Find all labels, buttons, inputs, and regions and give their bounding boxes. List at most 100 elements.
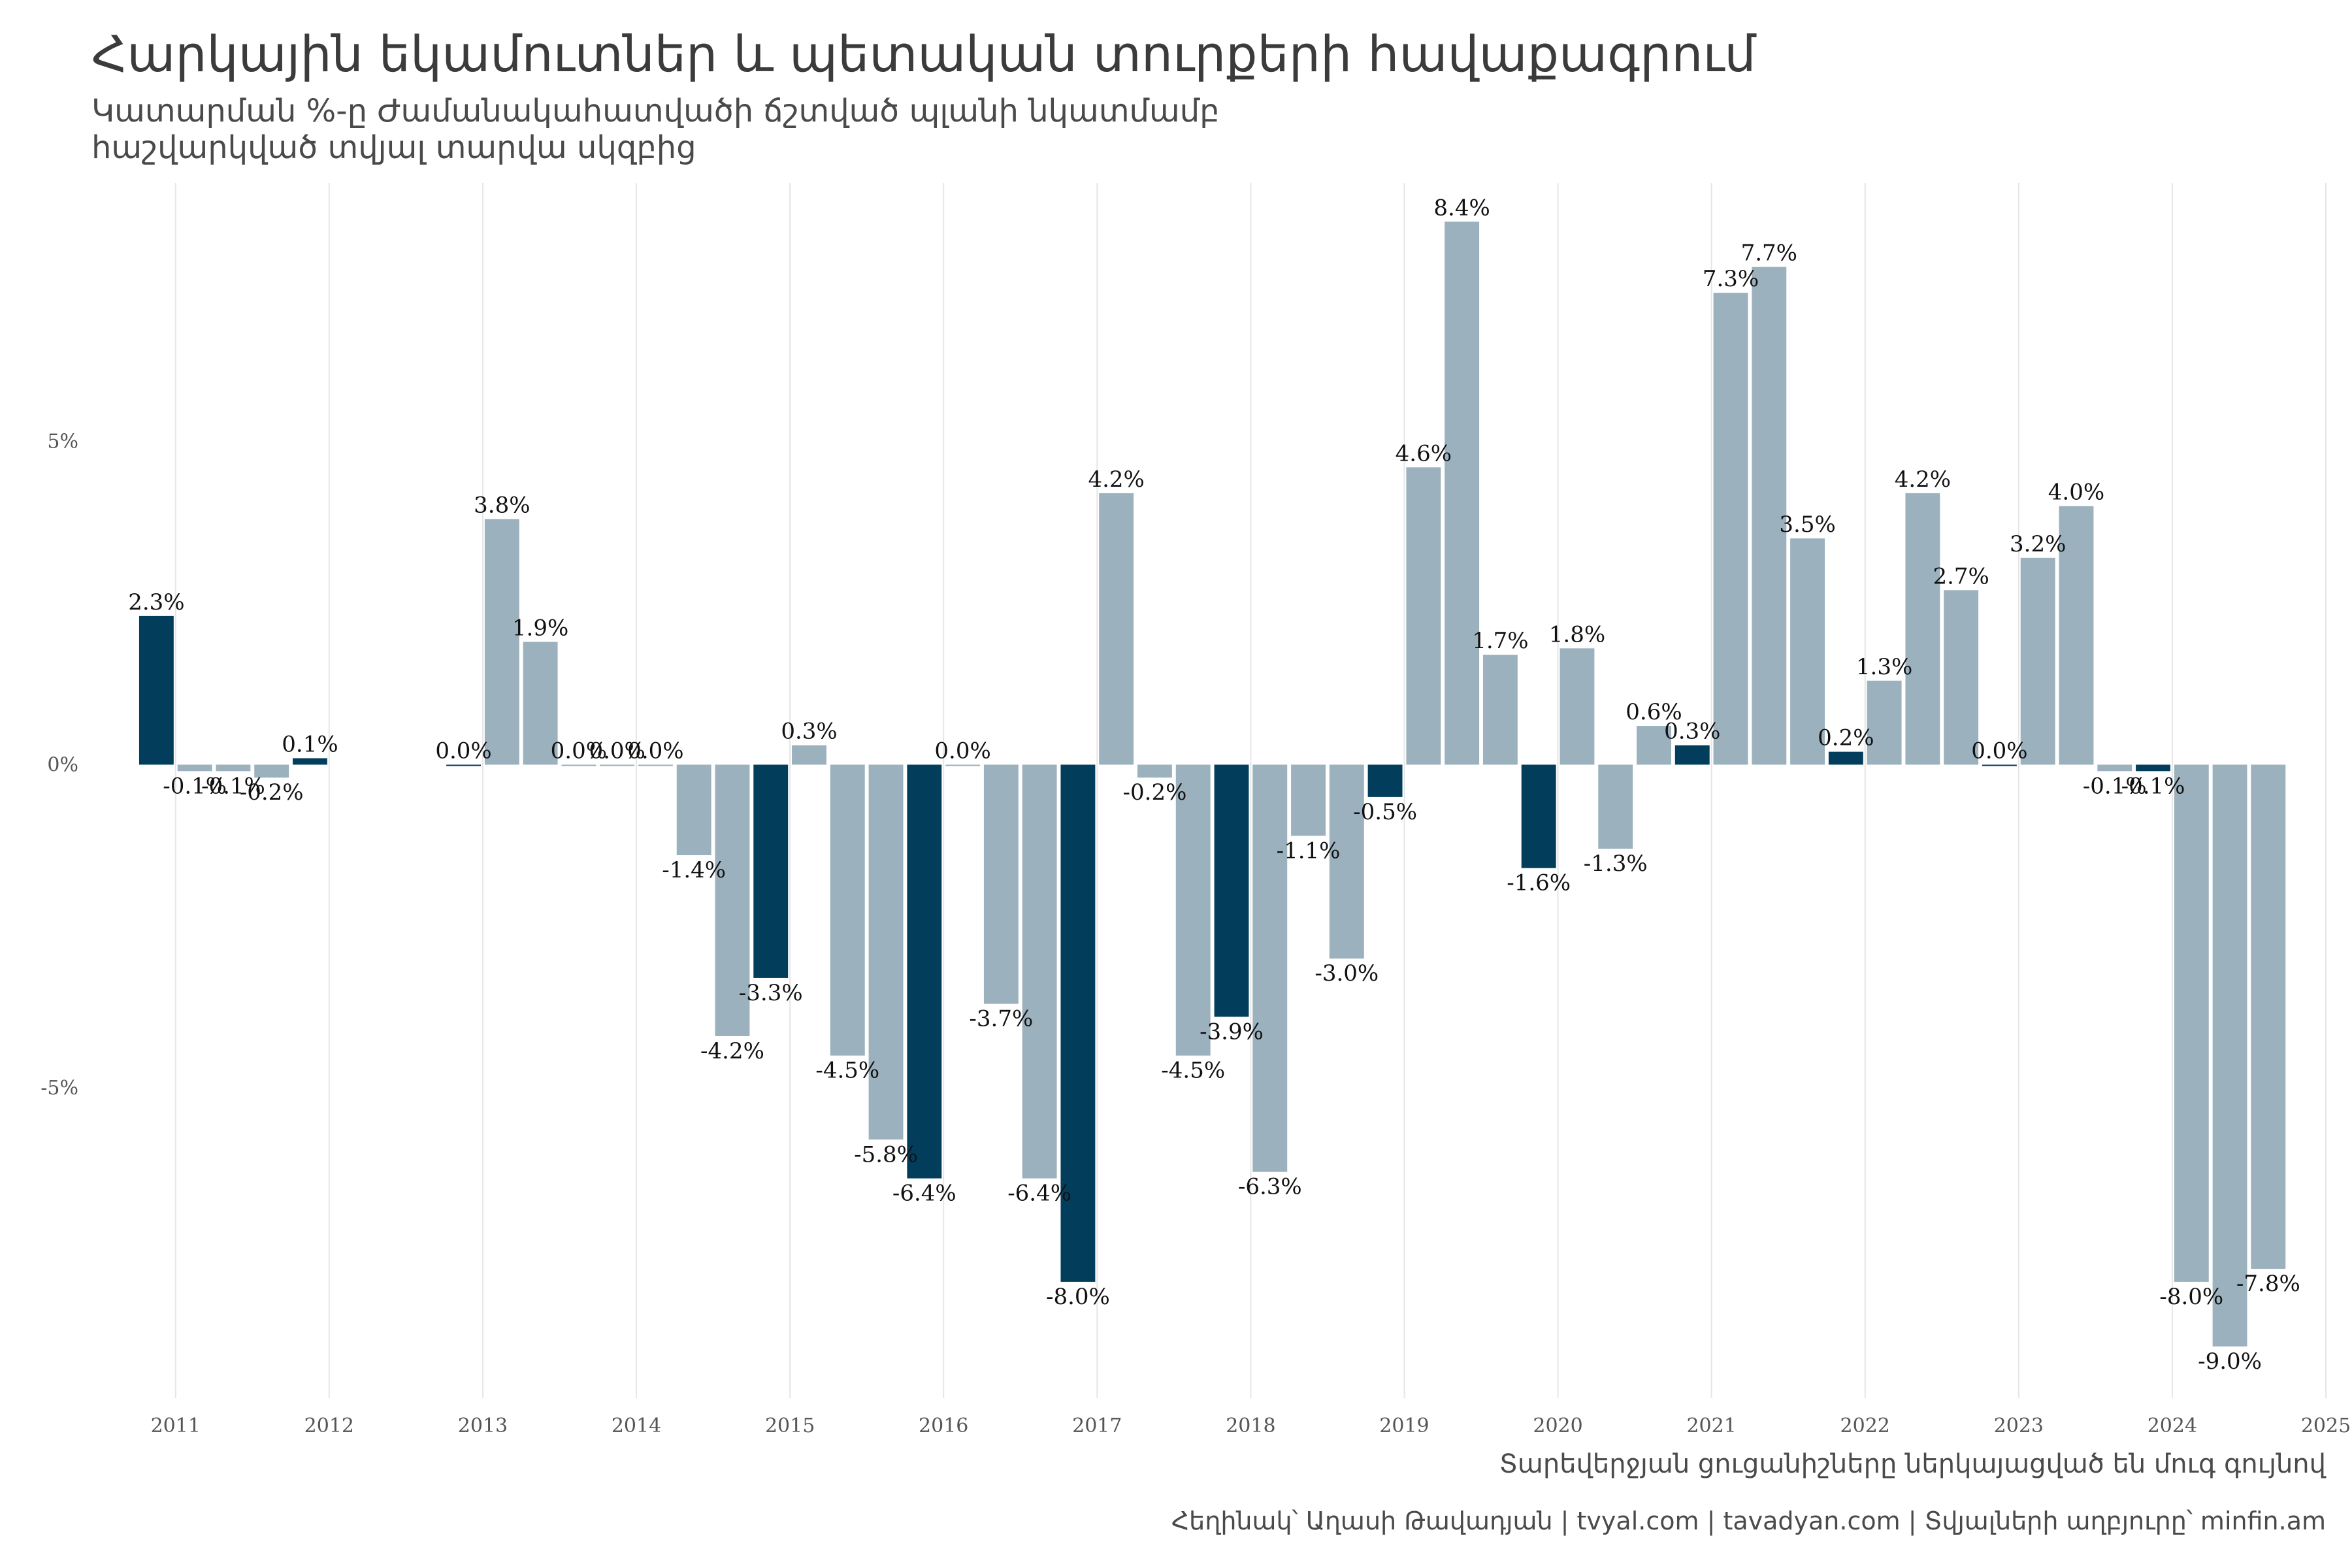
bar-value-label: -0.1% [2121,773,2185,799]
bar-value-label: 0.0% [627,738,683,764]
bar-value-label: 2.7% [1933,563,1989,589]
bar [983,764,1019,1004]
chart-title: Հարկային եկամուտներ և պետական տուրքերի հ… [91,25,1756,83]
bar-value-label: -3.3% [739,980,803,1006]
bar-value-label: 3.8% [474,492,530,518]
bar-value-label: -0.2% [1123,779,1187,806]
bar-value-label: -8.0% [2159,1284,2223,1310]
bar-value-label: -0.1% [163,773,227,799]
bar [792,745,826,765]
bar [638,764,673,766]
bar-value-label: 2.3% [128,589,184,615]
bar [2059,506,2094,765]
bar [2136,764,2170,772]
chart-subtitle-line-2: հաշվարկված տվյալ տարվա սկզբից [91,129,696,166]
bar [254,764,289,778]
bar-value-label: -4.2% [700,1038,764,1064]
y-tick-label: 0% [47,753,78,776]
bar [868,764,904,1140]
bar [1291,764,1326,836]
bar [446,764,482,766]
chart-subtitle-line-1: Կատարման %-ը Ժամանակահատվածի ճշտված պլան… [91,93,1220,129]
bar-value-label: 7.3% [1703,266,1759,292]
axis-layer: 2011 2012 2013 2014 2015 2016 2017 2018 2019 2020… [41,431,2351,1437]
bar-value-label: 0.0% [435,738,491,764]
bar [830,764,865,1056]
bar [139,615,174,765]
x-tick-label: 2020 [1533,1414,1582,1437]
bar-value-label: -3.7% [969,1005,1033,1032]
bar [1982,764,2017,766]
bar [1060,764,1096,1282]
bar-value-label: 3.2% [2010,531,2066,557]
bar [1828,751,1863,765]
x-tick-label: 2024 [2148,1414,2197,1437]
x-tick-label: 2011 [151,1414,201,1437]
bar [1867,680,1902,765]
bar-value-label: 0.0% [589,738,645,764]
bar [1560,648,1595,765]
bar [1329,764,1364,959]
bar [1674,745,1710,765]
bar [907,764,942,1179]
bar [1598,764,1633,849]
bar-value-label: 4.2% [1088,466,1144,493]
bar-value-label: 0.0% [1971,738,2027,764]
x-tick-label: 2018 [1226,1414,1275,1437]
bar [1367,764,1403,797]
x-tick-label: 2015 [765,1414,815,1437]
bar-value-label: -1.4% [662,857,726,883]
bar [2251,764,2286,1269]
bar [1905,493,1940,765]
bar-value-label: 4.0% [2048,480,2104,506]
bar [2020,557,2055,765]
bar [1406,467,1441,765]
bar-value-label: 1.7% [1472,628,1528,654]
bar [753,764,789,978]
bar [1482,655,1518,765]
bar-value-label: -8.0% [1046,1284,1110,1310]
bar-value-label: 8.4% [1433,195,1490,221]
bar-value-label: -0.5% [1353,799,1417,825]
bar [1752,267,1787,765]
bar [715,764,750,1036]
bar [1713,293,1748,765]
x-tick-label: 2012 [304,1414,354,1437]
credits-line: Հեղինակ՝ Աղասի Թավադյան | tvyal.com | ta… [1171,1507,2326,1535]
bar [945,764,981,766]
bar [216,764,251,772]
bar [1790,538,1825,765]
bar [2212,764,2247,1347]
bar-value-label: 1.9% [512,615,568,641]
bar [484,519,519,765]
bar [1214,764,1249,1017]
bar [561,764,596,766]
bar-value-label: 1.8% [1549,621,1605,647]
bar [2097,764,2132,772]
x-tick-label: 2016 [919,1414,968,1437]
bar-value-label: -7.8% [2236,1271,2300,1297]
bar-value-label: 0.3% [1664,719,1720,745]
bar-value-label: 4.6% [1396,440,1452,466]
bar-value-label: 0.1% [282,732,338,758]
bar-value-label: -0.1% [201,773,265,799]
bar-value-label: 0.0% [934,738,990,764]
bar-chart: 2.3%-0.1%-0.1%-0.2%0.1% 0.0%3.8%1.9%0.0%0… [41,183,2351,1437]
bar [523,642,558,765]
y-tick-label: -5% [41,1077,78,1100]
bar-value-label: 0.2% [1818,725,1874,751]
label-layer: 2.3%-0.1%-0.1%-0.2%0.1% 0.0%3.8%1.9%0.0%0… [128,195,2300,1374]
x-tick-label: 2023 [1994,1414,2044,1437]
bar [1521,764,1556,868]
bar [600,764,635,766]
bar-value-label: -5.8% [854,1141,918,1168]
bar [1175,764,1211,1056]
bar [1099,493,1134,765]
x-tick-label: 2025 [2301,1414,2351,1437]
bar-value-label: -1.6% [1507,870,1571,896]
bar-value-label: -1.3% [1584,851,1648,877]
bar-value-label: 1.3% [1856,654,1912,680]
bar-value-label: -4.5% [815,1058,879,1084]
bar-value-label: -1.1% [1277,838,1341,864]
x-tick-label: 2021 [1686,1414,1736,1437]
